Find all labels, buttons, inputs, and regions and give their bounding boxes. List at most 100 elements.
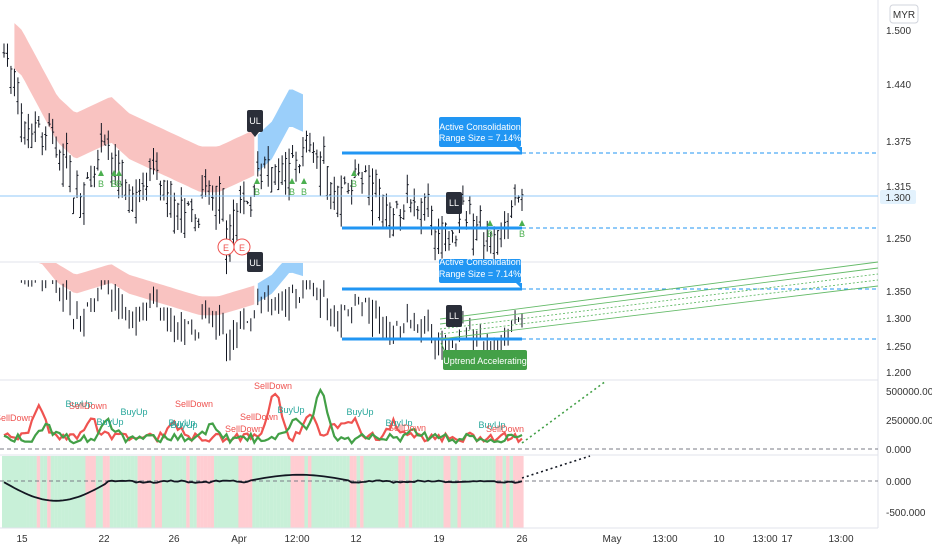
osc-bg-stripe [453,456,458,528]
osc-bg-stripe [471,456,475,528]
osc-bg-stripe [474,456,479,528]
osc-bg-stripe [311,456,316,528]
buy-marker-arrow [519,220,525,226]
osc-bg-stripe [81,456,86,528]
osc-bg-stripe [106,456,110,528]
osc-bg-stripe [92,456,96,528]
osc-bg-stripe [457,456,462,528]
osc-bg-stripe [85,456,90,528]
signal-label: BuyUp [277,405,304,415]
time-tick-label: 26 [168,534,180,545]
osc-bg-stripe [248,456,253,528]
time-tick-label: 15 [16,534,28,545]
osc-bg-stripe [408,456,413,528]
osc-bg-stripe [440,456,444,528]
osc-bg-stripe [47,456,51,528]
osc-tick-label: 0.000 [886,477,911,488]
oscillator-background [2,456,524,528]
price-tick-label: 1.440 [886,80,911,91]
price-tick-label-2: 1.300 [886,314,911,325]
osc-bg-stripe [61,456,65,528]
osc-bg-stripe [252,456,256,528]
osc-bg-stripe [57,456,62,528]
volume-tick-label: 500000.000 [886,387,932,398]
time-tick-label: May [603,534,622,545]
earnings-markers[interactable]: E E [217,238,251,256]
time-tick-label: 13:00 [752,534,777,545]
trend-ribbon-blue-2 [257,263,303,303]
osc-bg-stripe [363,456,368,528]
currency-label: MYR [893,10,915,21]
price-tick-label: 1.375 [886,137,911,148]
osc-bg-stripe [231,456,236,528]
osc-bg-stripe [141,456,145,528]
osc-bg-stripe [495,456,500,528]
signal-label: SellDown [254,381,292,391]
buy-marker-label: B [111,179,117,189]
time-tick-label: 10 [713,534,725,545]
time-tick-label: 17 [781,534,793,545]
osc-bg-stripe [499,456,503,528]
osc-bg-stripe [200,456,204,528]
osc-bg-stripe [78,456,83,528]
osc-bg-stripe [22,456,27,528]
osc-bg-stripe [520,456,524,528]
osc-bg-stripe [227,456,232,528]
osc-bg-stripe [426,456,430,528]
signal-label: SellDown [388,423,426,433]
ll-label: LL [449,198,459,208]
signal-label: BuyUp [65,399,92,409]
osc-bg-stripe [321,456,326,528]
ul-label: UL [249,116,261,126]
earnings-marker-2[interactable] [233,238,251,256]
signal-labels: SellDownBuyUpSellDownBuyUpBuyUpSellDownB… [0,381,524,434]
signal-label: SellDown [240,412,278,422]
ll-label-2: LL [449,311,459,321]
osc-bg-stripe [294,456,298,528]
osc-bg-stripe [488,456,493,528]
osc-bg-stripe [262,456,267,528]
osc-bg-stripe [203,456,208,528]
osc-bg-stripe [182,456,187,528]
osc-bg-stripe [342,456,347,528]
osc-bg-stripe [485,456,489,528]
consolidation-label-line2: (Range Size = 7.14%) [436,133,524,143]
osc-bg-stripe [380,456,385,528]
osc-bg-stripe [234,456,239,528]
time-scale[interactable]: 15 22 26 Apr 12:00 12 19 26 May 13:00 10 13:00 17 13:… [16,534,854,545]
price-bars-2 [20,280,523,362]
osc-bg-stripe [290,456,295,528]
osc-bg-stripe [99,456,103,528]
ul-label-2: UL [249,258,261,268]
currency-badge[interactable] [889,4,919,24]
osc-bg-stripe [8,456,13,528]
consolidation-label-2-line2: (Range Size = 7.14%) [436,269,524,279]
osc-bg-stripe [509,456,514,528]
buy-marker-arrow [301,178,307,184]
signal-label: SellDown [225,424,263,434]
trend-ribbon-blue [257,89,303,173]
osc-bg-stripe [394,456,399,528]
osc-bg-stripe [464,456,468,528]
osc-bg-stripe [335,456,340,528]
signal-label: SellDown [486,424,524,434]
osc-bg-stripe [516,456,521,528]
price-tick-label-2: 1.200 [886,368,911,379]
buy-volume-line [3,387,523,445]
osc-bg-stripe [217,456,222,528]
osc-bg-stripe [33,456,37,528]
buy-marker-label: B [116,179,122,189]
buy-marker-arrow [487,220,493,226]
osc-bg-stripe [64,456,69,528]
signal-label: BuyUp [385,418,412,428]
time-tick-label: 12 [350,534,362,545]
osc-bg-stripe [221,456,225,528]
price-tick-label-2: 1.350 [886,287,911,298]
price-tick-label-2: 1.250 [886,342,911,353]
osc-bg-stripe [349,456,354,528]
price-scale[interactable]: 1.500 1.440 1.375 1.315 1.250 1.350 1.300 1.250… [886,26,932,519]
buy-marker-label: B [289,187,295,197]
osc-bg-stripe [127,456,131,528]
osc-bg-stripe [356,456,361,528]
